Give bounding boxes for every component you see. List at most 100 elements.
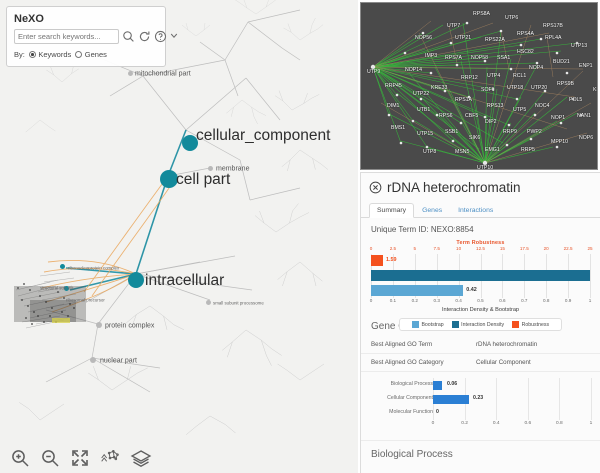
- search-by-row[interactable]: By: Keywords Genes: [14, 50, 158, 59]
- tree-toolbar[interactable]: [0, 443, 358, 473]
- gene-label[interactable]: RRP12: [461, 75, 478, 81]
- gene-label[interactable]: PWP2: [527, 129, 542, 135]
- close-circle-icon[interactable]: [369, 181, 382, 194]
- collapse-network-button[interactable]: [100, 448, 120, 468]
- tree-label-membrane[interactable]: membrane: [216, 165, 250, 173]
- gene-label[interactable]: RRP9: [503, 129, 517, 135]
- gene-label[interactable]: RPS7A: [445, 55, 463, 61]
- tree-label-ribosomal-precursor[interactable]: ribosomal precursor: [66, 297, 105, 303]
- bar-robustness[interactable]: [371, 255, 383, 266]
- node-cellular-component[interactable]: [182, 135, 198, 151]
- gene-label[interactable]: NOP58: [471, 55, 489, 61]
- gene-label[interactable]: SOF1: [481, 87, 495, 93]
- gene-label[interactable]: RPS1A: [455, 97, 473, 103]
- tree-label-mitochondrial-part[interactable]: mitochondrial part: [135, 70, 191, 78]
- gene-interaction-network[interactable]: UTP9 NOP56 UTP7 RPS8A UTP6 RPS17B RPS4A …: [360, 2, 598, 170]
- gene-label[interactable]: NOP56: [415, 35, 433, 41]
- search-row[interactable]: [14, 29, 178, 44]
- gene-label[interactable]: UTB1: [417, 107, 431, 113]
- node-ribonucleoprotein-complex[interactable]: [60, 264, 65, 269]
- tree-label-ribonucleoprotein-complex[interactable]: ribonucleoprotein complex: [68, 265, 120, 271]
- tree-label-cell-part[interactable]: cell part: [176, 171, 231, 188]
- gene-label[interactable]: RPS9B: [557, 81, 575, 87]
- node-protein-complex[interactable]: [96, 322, 102, 328]
- gene-label[interactable]: RPS6: [439, 113, 453, 119]
- bar-bootstrap[interactable]: [371, 285, 463, 296]
- bar-interaction-density[interactable]: [371, 270, 590, 281]
- radio-genes[interactable]: Genes: [75, 50, 107, 59]
- gene-label[interactable]: RPS13: [487, 103, 504, 109]
- gene-label[interactable]: SSB1: [445, 129, 459, 135]
- node-small-subunit-processome[interactable]: [206, 300, 211, 305]
- legend-item-bootstrap[interactable]: Bootstrap: [411, 321, 444, 328]
- tree-label-nuclear-part[interactable]: nuclear part: [100, 357, 137, 365]
- go-bar-row[interactable]: Molecular Function 0: [371, 406, 590, 420]
- tree-label-small-subunit-processome[interactable]: small subunit processome: [213, 300, 264, 306]
- gene-label[interactable]: UTP5: [513, 107, 527, 113]
- gene-label[interactable]: NOC4: [535, 103, 550, 109]
- node-structural-subunit[interactable]: [64, 286, 69, 291]
- gene-label[interactable]: MSN5: [455, 149, 470, 155]
- radio-keywords-dot[interactable]: [28, 51, 36, 58]
- refresh-icon[interactable]: [138, 30, 151, 43]
- gene-label[interactable]: HSC82: [517, 49, 534, 55]
- chart-legend[interactable]: Bootstrap Interaction Density Robustness: [399, 318, 562, 331]
- gene-label[interactable]: NOP6: [579, 135, 594, 141]
- gene-label[interactable]: CBF5: [465, 113, 479, 119]
- help-icon[interactable]: [154, 30, 167, 43]
- fit-to-screen-button[interactable]: [70, 448, 90, 468]
- gene-label[interactable]: DIP2: [485, 119, 497, 125]
- radio-genes-dot[interactable]: [75, 51, 83, 58]
- gene-label[interactable]: UTP20: [531, 85, 548, 91]
- gene-label[interactable]: RCL1: [513, 73, 527, 79]
- node-cell-part[interactable]: [160, 170, 178, 188]
- gene-label[interactable]: RRP5: [521, 147, 535, 153]
- tab-interactions[interactable]: Interactions: [458, 207, 494, 214]
- gene-label[interactable]: BUD21: [553, 59, 570, 65]
- gene-label[interactable]: POL5: [569, 97, 583, 103]
- zoom-out-button[interactable]: [40, 448, 60, 468]
- gene-label[interactable]: RPS8A: [473, 11, 491, 17]
- node-nuclear-part[interactable]: [90, 357, 96, 363]
- term-detail-panel[interactable]: rDNA heterochromatin Summary Genes Inter…: [360, 172, 600, 473]
- node-mitochondrial-part[interactable]: [128, 71, 133, 76]
- go-bar-cellular-component[interactable]: [433, 394, 470, 404]
- gene-label[interactable]: RPS17B: [543, 23, 563, 29]
- gene-label[interactable]: UTP7: [447, 23, 461, 29]
- search-icon[interactable]: [122, 30, 135, 43]
- gene-label[interactable]: UTP22: [413, 91, 430, 97]
- go-bar-row[interactable]: Cellular Component 0.23: [371, 392, 590, 406]
- legend-item-interaction-density[interactable]: Interaction Density: [451, 321, 504, 328]
- gene-label[interactable]: BMS1: [391, 125, 406, 131]
- search-input[interactable]: [14, 29, 119, 44]
- gene-label[interactable]: ENP1: [579, 63, 593, 69]
- go-bar-biological-process[interactable]: [433, 380, 443, 390]
- chevron-down-icon[interactable]: [170, 30, 178, 43]
- legend-item-robustness[interactable]: Robustness: [512, 321, 549, 328]
- tab-genes[interactable]: Genes: [422, 207, 443, 214]
- gene-label[interactable]: UTP6: [505, 15, 519, 21]
- gene-label[interactable]: KRE33: [431, 85, 448, 91]
- gene-label[interactable]: RPS4A: [517, 31, 535, 37]
- zoom-in-button[interactable]: [10, 448, 30, 468]
- gene-label[interactable]: UTP18: [507, 85, 524, 91]
- tree-label-cellular-component[interactable]: cellular_component: [196, 127, 331, 144]
- gene-label[interactable]: NAN1: [577, 113, 591, 119]
- gene-label[interactable]: UTP13: [571, 43, 588, 49]
- tree-label-protein-complex[interactable]: protein complex: [105, 322, 155, 330]
- gene-label[interactable]: EMG1: [485, 147, 500, 153]
- tree-label-structural-subunit[interactable]: structural subunit: [40, 285, 74, 291]
- gene-label[interactable]: DIM1: [387, 103, 400, 109]
- gene-label[interactable]: UTP21: [455, 35, 472, 41]
- gene-label[interactable]: RPL4A: [545, 35, 562, 41]
- gene-label[interactable]: RRP45: [385, 83, 402, 89]
- gene-label[interactable]: UTP9: [367, 69, 381, 75]
- go-bar-row[interactable]: Biological Process 0.06: [371, 378, 590, 392]
- gene-label[interactable]: MPP10: [551, 139, 569, 145]
- gene-label[interactable]: NOP14: [405, 67, 423, 73]
- ontology-tree-view[interactable]: cellular_component cell part intracellul…: [0, 0, 358, 473]
- detail-tabs[interactable]: Summary Genes Interactions: [361, 198, 600, 218]
- search-panel[interactable]: NeXO: [6, 6, 178, 67]
- gene-label[interactable]: UTP15: [417, 131, 434, 137]
- gene-label[interactable]: IMP3: [425, 53, 438, 59]
